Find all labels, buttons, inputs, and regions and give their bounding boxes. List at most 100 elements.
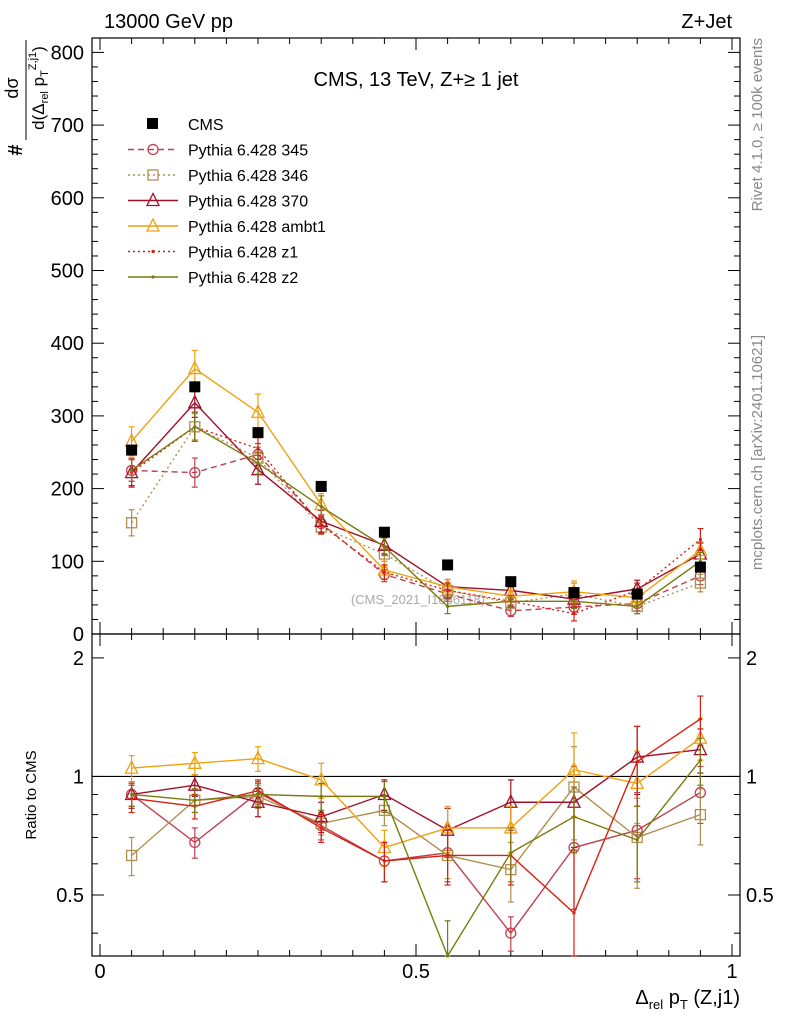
- legend-marker-p345: [147, 143, 159, 156]
- ratio-series-ambt1: [124, 718, 708, 868]
- legend-label-p346: Pythia 6.428 346: [188, 168, 308, 185]
- ratio-point-z1: [382, 859, 386, 863]
- main-point-z1: [446, 588, 450, 592]
- main-point-z2: [509, 599, 513, 603]
- x-tick-label: 0: [94, 961, 105, 983]
- data-point: [568, 587, 580, 599]
- main-line-p346: [131, 425, 701, 608]
- main-point-ambt1: [187, 360, 202, 375]
- legend-marker-z2: [151, 275, 155, 279]
- data-point: [252, 427, 264, 439]
- main-y-tick-label: 400: [51, 333, 84, 355]
- legend-label-ambt1: Pythia 6.428 ambt1: [188, 219, 326, 236]
- ratio-y-tick-label-right: 1: [746, 766, 757, 788]
- main-y-tick-label: 500: [51, 261, 84, 283]
- ratio-y-tick-label: 0.5: [56, 885, 84, 907]
- main-point-ambt1: [250, 403, 266, 418]
- main-point-z1: [319, 523, 323, 527]
- ratio-point-p346: [694, 808, 707, 821]
- main-line-ambt1: [131, 367, 701, 599]
- data-point: [442, 559, 454, 571]
- ratio-line-z1: [131, 718, 701, 915]
- main-y-tick-label: 200: [51, 479, 84, 501]
- main-axes: 0 100 200 300 400 500 600 700 800: [51, 38, 740, 646]
- legend-marker-p346: [147, 169, 159, 181]
- data-point: [315, 480, 327, 492]
- process-label: Z+Jet: [681, 11, 732, 33]
- ratio-point-ambt1: [124, 759, 139, 774]
- data-points: [126, 381, 706, 600]
- main-point-z2: [382, 545, 386, 549]
- ratio-point-ambt1: [566, 761, 582, 776]
- ratio-point-z2: [193, 798, 197, 802]
- legend-marker-z1: [151, 249, 155, 254]
- main-point-z2: [319, 505, 323, 509]
- main-point-z2: [635, 604, 639, 608]
- data-point: [378, 526, 390, 538]
- ratio-series-z2: [128, 737, 704, 958]
- main-y-tick-label: 600: [51, 188, 84, 210]
- ratio-point-p370: [250, 793, 266, 808]
- main-point-p370: [250, 461, 266, 476]
- x-tick-label: 0.5: [402, 961, 430, 983]
- main-line-z2: [131, 425, 701, 608]
- ratio-point-z2: [319, 794, 323, 798]
- main-y-tick-label: 100: [51, 551, 84, 573]
- legend-label-p370: Pythia 6.428 370: [188, 194, 308, 211]
- data-point: [694, 561, 706, 573]
- ratio-point-z1: [446, 853, 450, 858]
- data-point: [505, 576, 517, 588]
- ratio-point-z2: [446, 954, 450, 958]
- main-y-label: # dσ d(Δrel pTZ,j1): [2, 40, 51, 156]
- main-series-p346: [125, 413, 707, 615]
- main-point-z1: [698, 537, 703, 542]
- ratio-point-z1: [572, 911, 576, 915]
- ratio-series: [124, 695, 708, 958]
- main-y-tick-label: 800: [51, 42, 84, 64]
- legend-marker-ambt1: [145, 217, 161, 232]
- main-point-p346: [694, 577, 707, 589]
- main-point-z2: [572, 599, 576, 603]
- ratio-line-p370: [131, 748, 701, 832]
- mcplots-label: mcplots.cern.ch [arXiv:2401.10621]: [749, 335, 766, 570]
- legend-label-p345: Pythia 6.428 345: [188, 143, 308, 160]
- ratio-point-ambt1: [250, 750, 266, 765]
- ratio-line-z2: [131, 759, 701, 958]
- x-tick-label: 1: [726, 961, 737, 983]
- main-point-z1: [256, 447, 260, 451]
- ratio-point-z2: [572, 815, 576, 819]
- ratio-y-tick-label-right: 0.5: [746, 885, 774, 907]
- main-y-tick-label: 0: [73, 624, 84, 646]
- main-point-z2: [256, 461, 260, 465]
- ratio-point-z2: [509, 851, 513, 855]
- main-line-z1: [131, 426, 701, 615]
- ratio-point-p346: [125, 849, 138, 862]
- main-point-p370: [187, 394, 202, 409]
- legend-label-z1: Pythia 6.428 z1: [188, 245, 298, 262]
- data-point: [631, 588, 643, 600]
- ratio-point-z2: [130, 792, 134, 797]
- main-point-z1: [382, 570, 386, 574]
- main-point-p346: [125, 517, 138, 529]
- main-series-z2: [128, 411, 704, 615]
- main-point-z2: [130, 468, 134, 473]
- ratio-axes: 0.5 0.5 1 1 2 2 0 0.5 1: [56, 634, 774, 983]
- data-point: [126, 444, 138, 456]
- main-point-z2: [193, 425, 197, 429]
- ratio-point-z2: [382, 794, 386, 798]
- main-series-z1: [128, 411, 704, 622]
- ratio-point-z1: [635, 760, 639, 764]
- ratio-point-z2: [698, 758, 703, 762]
- legend-label-cms: CMS: [188, 117, 224, 134]
- main-y-tick-label: 700: [51, 115, 84, 137]
- energy-label: 13000 GeV pp: [104, 11, 233, 33]
- legend-marker-cms: [147, 118, 158, 129]
- ratio-y-tick-label: 2: [73, 648, 84, 670]
- legend: CMS Pythia 6.428 345 Pythia 6.428 346 Pythi…: [128, 117, 326, 287]
- main-series-p345: [125, 442, 707, 618]
- ratio-y-tick-label: 1: [73, 766, 84, 788]
- ratio-line-ambt1: [131, 737, 701, 849]
- main-line-p370: [131, 401, 701, 600]
- main-panel: CMS, 13 TeV, Z+≥ 1 jet (CMS_2021_I186611…: [51, 37, 741, 646]
